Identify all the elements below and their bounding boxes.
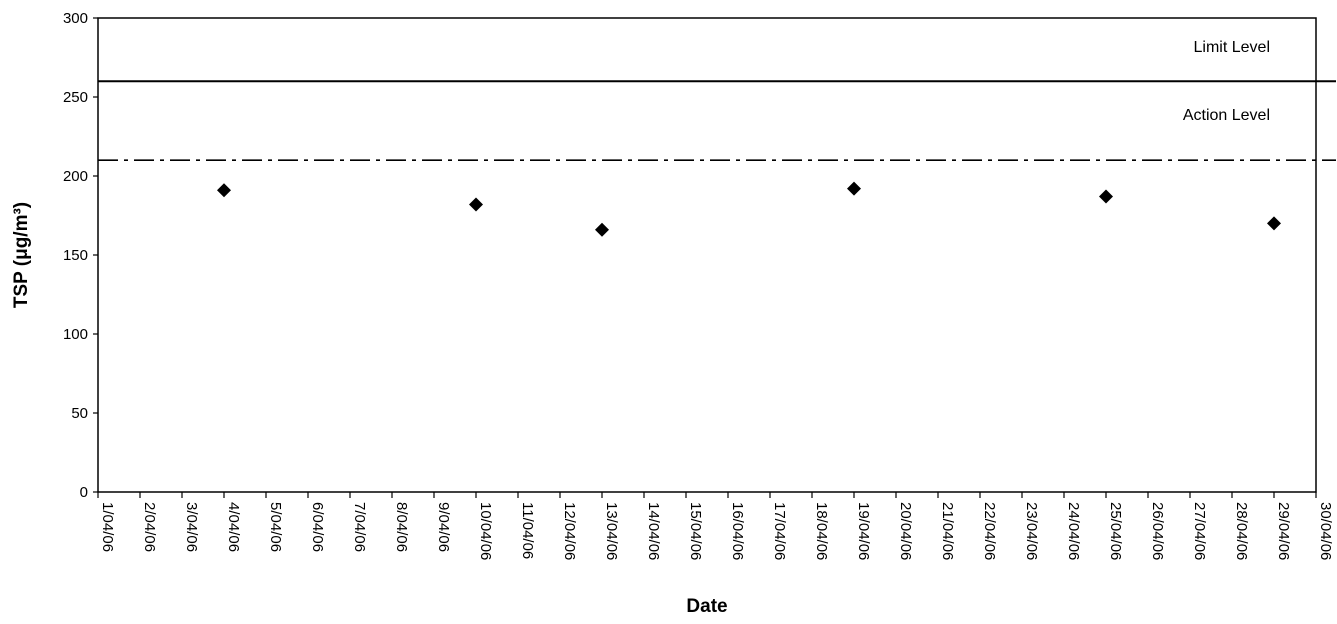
x-axis-title: Date (686, 596, 727, 617)
data-point (217, 183, 231, 198)
x-tick-label: 16/04/06 (729, 502, 746, 560)
x-tick-label: 6/04/06 (309, 502, 326, 552)
limit-level-label: Limit Level (1194, 39, 1270, 56)
x-tick-label: 8/04/06 (393, 502, 410, 552)
reference-labels: Limit Level Action Level (1183, 39, 1270, 124)
x-tick-label: 1/04/06 (99, 502, 116, 552)
data-point (1099, 189, 1113, 204)
x-tick-label: 21/04/06 (939, 502, 956, 560)
x-tick-label: 11/04/06 (519, 502, 536, 559)
data-points (217, 181, 1281, 237)
plot-area (97, 17, 1317, 493)
y-tick-label: 0 (80, 484, 88, 501)
y-tick-label: 250 (63, 89, 88, 106)
x-tick-label: 5/04/06 (267, 502, 284, 552)
x-tick-label: 12/04/06 (561, 502, 578, 560)
x-axis-ticks: 1/04/06 2/04/06 3/04/06 4/04/06 5/04/06 6/04/… (97, 492, 1334, 560)
y-tick-label: 300 (63, 10, 88, 27)
x-tick-label: 19/04/06 (855, 502, 872, 560)
y-tick-label: 100 (63, 326, 88, 343)
x-tick-label: 3/04/06 (183, 502, 200, 552)
x-tick-label: 17/04/06 (771, 502, 788, 560)
reference-lines (98, 80, 1336, 161)
x-tick-label: 27/04/06 (1191, 502, 1208, 560)
x-tick-label: 15/04/06 (687, 502, 704, 560)
x-tick-label: 24/04/06 (1065, 502, 1082, 560)
data-point (847, 181, 861, 196)
x-tick-label: 13/04/06 (603, 502, 620, 560)
data-point (469, 197, 483, 212)
x-tick-label: 10/04/06 (477, 502, 494, 560)
x-tick-label: 14/04/06 (645, 502, 662, 560)
x-tick-label: 29/04/06 (1275, 502, 1292, 560)
x-tick-label: 7/04/06 (351, 502, 368, 552)
x-tick-label: 2/04/06 (141, 502, 158, 552)
x-tick-label: 18/04/06 (813, 502, 830, 560)
y-tick-label: 200 (63, 168, 88, 185)
action-level-label: Action Level (1183, 107, 1270, 124)
y-axis-title: TSP (μg/m³) (11, 202, 32, 308)
x-tick-label: 26/04/06 (1149, 502, 1166, 560)
x-tick-label: 25/04/06 (1107, 502, 1124, 560)
plot-frame (97, 17, 1317, 493)
x-tick-label: 30/04/06 (1317, 502, 1334, 560)
x-tick-label: 9/04/06 (435, 502, 452, 552)
x-tick-label: 4/04/06 (225, 502, 242, 552)
y-tick-label: 50 (71, 405, 88, 422)
data-point (1267, 216, 1281, 231)
x-tick-label: 22/04/06 (981, 502, 998, 560)
y-tick-label: 150 (63, 247, 88, 264)
x-tick-label: 28/04/06 (1233, 502, 1250, 560)
y-axis-ticks: 0 50 100 150 200 250 300 (63, 10, 98, 501)
x-tick-label: 23/04/06 (1023, 502, 1040, 560)
data-point (595, 222, 609, 237)
x-tick-label: 20/04/06 (897, 502, 914, 560)
